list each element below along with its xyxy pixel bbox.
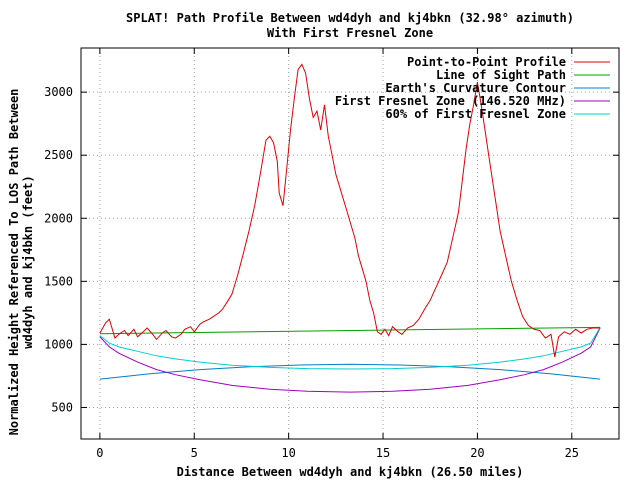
series-line-3: [99, 327, 601, 393]
chart-subtitle: With First Fresnel Zone: [267, 26, 433, 40]
plot-frame: [80, 47, 620, 440]
x-tick-label: 10: [281, 446, 295, 460]
y-tick-label: 500: [51, 400, 73, 414]
legend-label: Point-to-Point Profile: [407, 55, 566, 69]
series-layer: [99, 63, 601, 393]
x-tick-label: 25: [565, 446, 579, 460]
series-line-1: [99, 326, 601, 335]
y-tick-label: 3000: [44, 85, 73, 99]
legend-label: Line of Sight Path: [436, 68, 566, 82]
y-tick-label: 2500: [44, 148, 73, 162]
x-tick-label: 20: [470, 446, 484, 460]
legend-label: Earth's Curvature Contour: [385, 81, 566, 95]
chart-title: SPLAT! Path Profile Between wd4dyh and k…: [126, 11, 574, 25]
y-axis-label-line2: wd4dyh and kj4bkn (feet): [21, 175, 35, 348]
series-line-2: [99, 363, 601, 380]
series-line-4: [99, 327, 601, 370]
x-tick-label: 15: [376, 446, 390, 460]
grid: [81, 48, 619, 439]
x-tick-label: 0: [96, 446, 103, 460]
series-line-0: [99, 63, 601, 358]
x-tick-label: 5: [191, 446, 198, 460]
legend-label: 60% of First Fresnel Zone: [385, 107, 566, 121]
legend-label: First Fresnel Zone (146.520 MHz): [335, 94, 566, 108]
y-tick-label: 2000: [44, 211, 73, 225]
y-tick-label: 1000: [44, 337, 73, 351]
y-axis-label-line1: Normalized Height Referenced To LOS Path…: [7, 89, 21, 436]
x-axis-label: Distance Between wd4dyh and kj4bkn (26.5…: [177, 465, 524, 479]
ticks: 0 5 10 15 20 25 500 1000 1500 2000 2500 3000: [44, 48, 619, 460]
y-tick-label: 1500: [44, 274, 73, 288]
